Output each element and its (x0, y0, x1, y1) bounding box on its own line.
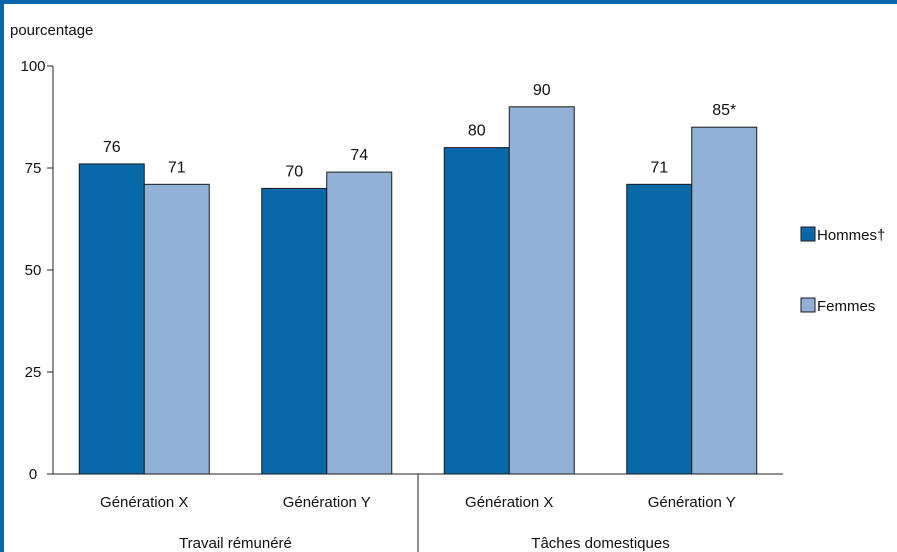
y-tick-label: 100 (20, 58, 45, 75)
group-label: Tâches domestiques (531, 535, 669, 552)
bar-hommes (78, 163, 145, 475)
bar-hommes (261, 187, 328, 475)
legend-swatch (800, 226, 816, 242)
x-category-label: Génération X (100, 494, 188, 511)
data-label: 80 (468, 123, 486, 140)
y-tick-label: 25 (25, 364, 42, 381)
group-label: Travail rémunéré (179, 535, 292, 552)
data-label: 71 (168, 159, 186, 176)
x-category-label: Génération Y (648, 494, 736, 511)
data-label: 85* (712, 102, 736, 119)
x-category-label: Génération Y (283, 494, 371, 511)
data-label: 74 (350, 147, 368, 164)
data-label: 70 (285, 163, 303, 180)
chart-svg: pourcentage 0 25 50 75 100 76 71 Génération X 70… (10, 22, 885, 552)
data-label: 76 (103, 139, 121, 156)
bar-femmes (143, 183, 210, 475)
y-tick-label: 50 (25, 262, 42, 279)
data-label: 71 (650, 159, 668, 176)
y-axis-title: pourcentage (10, 22, 93, 39)
bar-femmes (326, 171, 393, 475)
legend-label: Femmes (817, 298, 875, 315)
y-tick-label: 0 (29, 466, 37, 483)
x-category-label: Génération X (465, 494, 553, 511)
bar-femmes (691, 126, 758, 475)
legend-label: Hommes† (817, 227, 885, 244)
bar-hommes (626, 183, 693, 475)
bar-hommes (443, 147, 510, 475)
plot-area: 0 25 50 75 100 76 71 Génération X 70 74 Génération… (20, 58, 885, 552)
data-label: 90 (533, 82, 551, 99)
bar-femmes (508, 106, 575, 475)
chart-frame: pourcentage 0 25 50 75 100 76 71 Génération X 70… (4, 4, 897, 552)
legend-swatch (800, 297, 816, 313)
y-tick-label: 75 (25, 160, 42, 177)
